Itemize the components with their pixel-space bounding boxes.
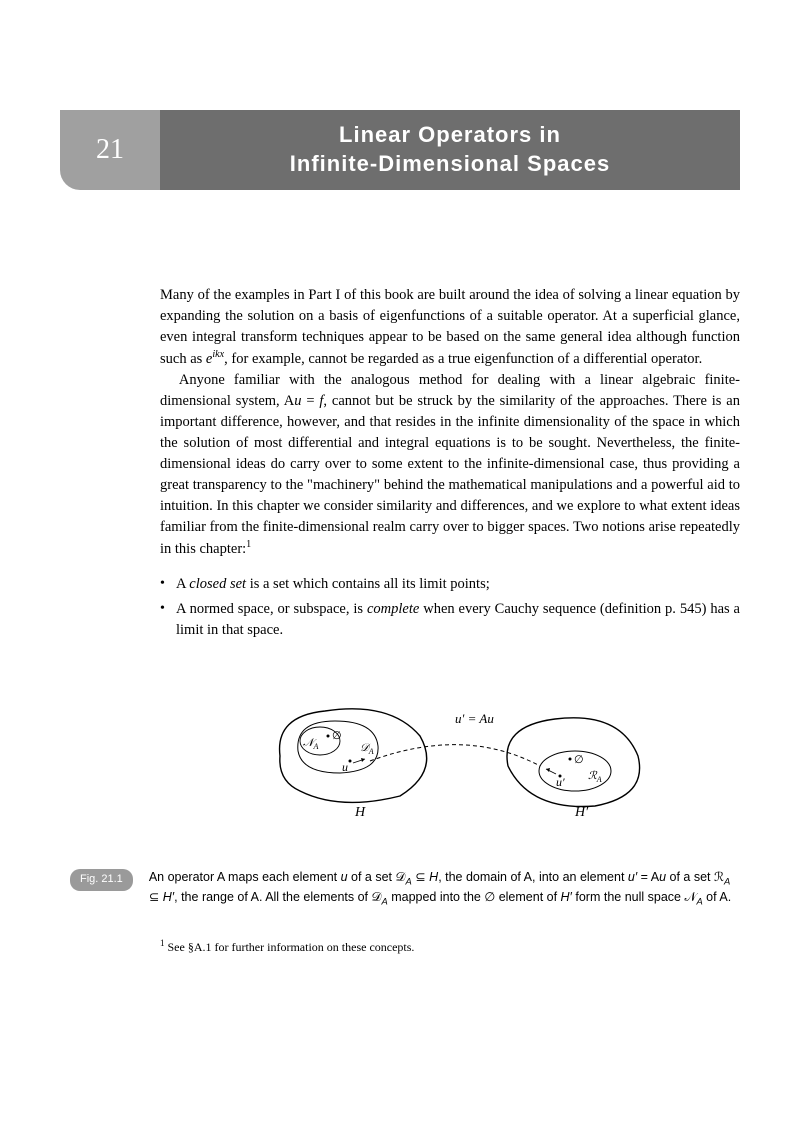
cap-up: u′: [628, 870, 637, 884]
label-RA: ℛA: [588, 770, 602, 784]
paragraph-2: Anyone familiar with the analogous metho…: [160, 370, 740, 560]
label-arrow: u′ = Au: [455, 711, 494, 726]
label-uprime: u′: [556, 775, 565, 789]
label-Hprime: H′: [574, 805, 589, 820]
chapter-header: 21 Linear Operators in Infinite-Dimensio…: [60, 110, 740, 190]
footnote-1: 1 See §A.1 for further information on th…: [160, 937, 740, 956]
label-H: H: [354, 805, 366, 820]
label-u: u: [342, 760, 348, 774]
b2-em: complete: [367, 601, 419, 617]
bullet-list: A closed set is a set which contains all…: [160, 574, 740, 641]
label-empty-left: ∅: [332, 730, 342, 742]
figure-caption: An operator A maps each element u of a s…: [149, 868, 740, 909]
cap-f: = A: [637, 870, 659, 884]
small-arrowhead-u: [361, 758, 365, 762]
point-u: [349, 759, 352, 762]
cap-domain: domain: [466, 870, 507, 884]
cap-e: of A, into an element: [507, 870, 628, 884]
p1-math-exp: ikx: [212, 349, 224, 360]
chapter-number: 21: [60, 110, 160, 190]
figure-label-badge: Fig. 21.1: [70, 869, 133, 891]
chapter-title: Linear Operators in Infinite-Dimensional…: [160, 110, 740, 190]
cap-d: , the: [438, 870, 466, 884]
cap-Hp2: H′: [561, 890, 572, 904]
body-content: Many of the examples in Part I of this b…: [160, 285, 740, 956]
footnote-text: See §A.1 for further information on thes…: [165, 940, 415, 954]
chapter-title-line1: Linear Operators in: [339, 122, 561, 147]
chapter-title-line2: Infinite-Dimensional Spaces: [290, 151, 610, 176]
figure-caption-row: Fig. 21.1 An operator A maps each elemen…: [160, 868, 740, 909]
cap-u: u: [341, 870, 348, 884]
cap-Hp: H′: [163, 890, 174, 904]
cap-null: null space: [625, 890, 681, 904]
cap-i: , the: [174, 890, 202, 904]
paragraph-1: Many of the examples in Part I of this b…: [160, 285, 740, 370]
cap-c: ⊆: [412, 870, 429, 884]
cap-b: of a set 𝒟: [348, 870, 406, 884]
cap-h: ⊆: [149, 890, 163, 904]
cap-A2: A: [724, 876, 730, 886]
cap-range: range: [202, 890, 234, 904]
cap-g: of a set ℛ: [666, 870, 724, 884]
cap-j: of A. All the elements of 𝒟: [234, 890, 382, 904]
p1-text-b: , for example, cannot be regarded as a t…: [224, 351, 702, 367]
p2-footnote-ref: 1: [246, 539, 251, 550]
b2-a: A normed space, or subspace, is: [176, 601, 367, 617]
bullet-2: A normed space, or subspace, is complete…: [160, 599, 740, 641]
bullet-1: A closed set is a set which contains all…: [160, 574, 740, 595]
small-arrowhead-up: [546, 768, 550, 772]
operator-mapping-diagram: u′ = Au 𝒩A ∅ 𝒟A u H ∅ u′ ℛA H′: [240, 681, 660, 841]
cap-H: H: [429, 870, 438, 884]
p2-text-b: , cannot but be struck by the similarity…: [160, 393, 740, 557]
p2-eq: =: [301, 393, 319, 409]
point-empty-left: [327, 734, 330, 737]
cap-n: of A.: [703, 890, 732, 904]
label-empty-right: ∅: [574, 754, 584, 766]
figure-21-1: u′ = Au 𝒩A ∅ 𝒟A u H ∅ u′ ℛA H′: [160, 681, 740, 848]
b1-b: is a set which contains all its limit po…: [246, 576, 490, 592]
cap-a: An operator A maps each element: [149, 870, 341, 884]
mapping-arrow: [370, 745, 540, 766]
label-DA: 𝒟A: [360, 742, 374, 756]
b1-a: A: [176, 576, 189, 592]
label-NA: 𝒩A: [303, 737, 319, 751]
cap-l: form the: [572, 890, 625, 904]
cap-k: mapped into the ∅ element of: [388, 890, 561, 904]
cap-m: 𝒩: [681, 890, 696, 904]
point-empty-right: [569, 757, 572, 760]
b1-em: closed set: [189, 576, 246, 592]
